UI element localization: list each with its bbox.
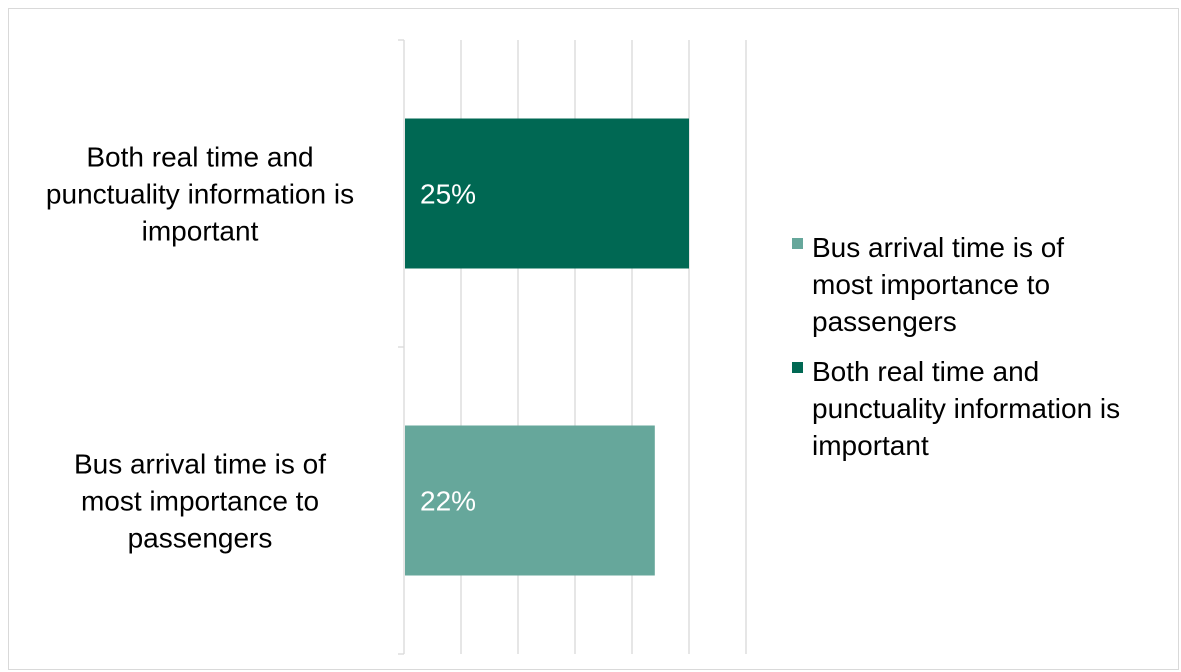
legend-swatch [792, 362, 803, 373]
bar [405, 118, 689, 269]
bar [405, 425, 655, 576]
category-label: Bus arrival time is of most importance to… [74, 449, 326, 554]
legend-swatch [792, 238, 803, 249]
legend-label: Both real time and punctuality informatio… [812, 356, 1120, 461]
legend-label: Bus arrival time is of most importance to… [812, 232, 1064, 337]
data-label: 25% [420, 179, 476, 210]
data-label: 22% [420, 486, 476, 517]
category-label: Both real time and punctuality informatio… [46, 142, 354, 247]
